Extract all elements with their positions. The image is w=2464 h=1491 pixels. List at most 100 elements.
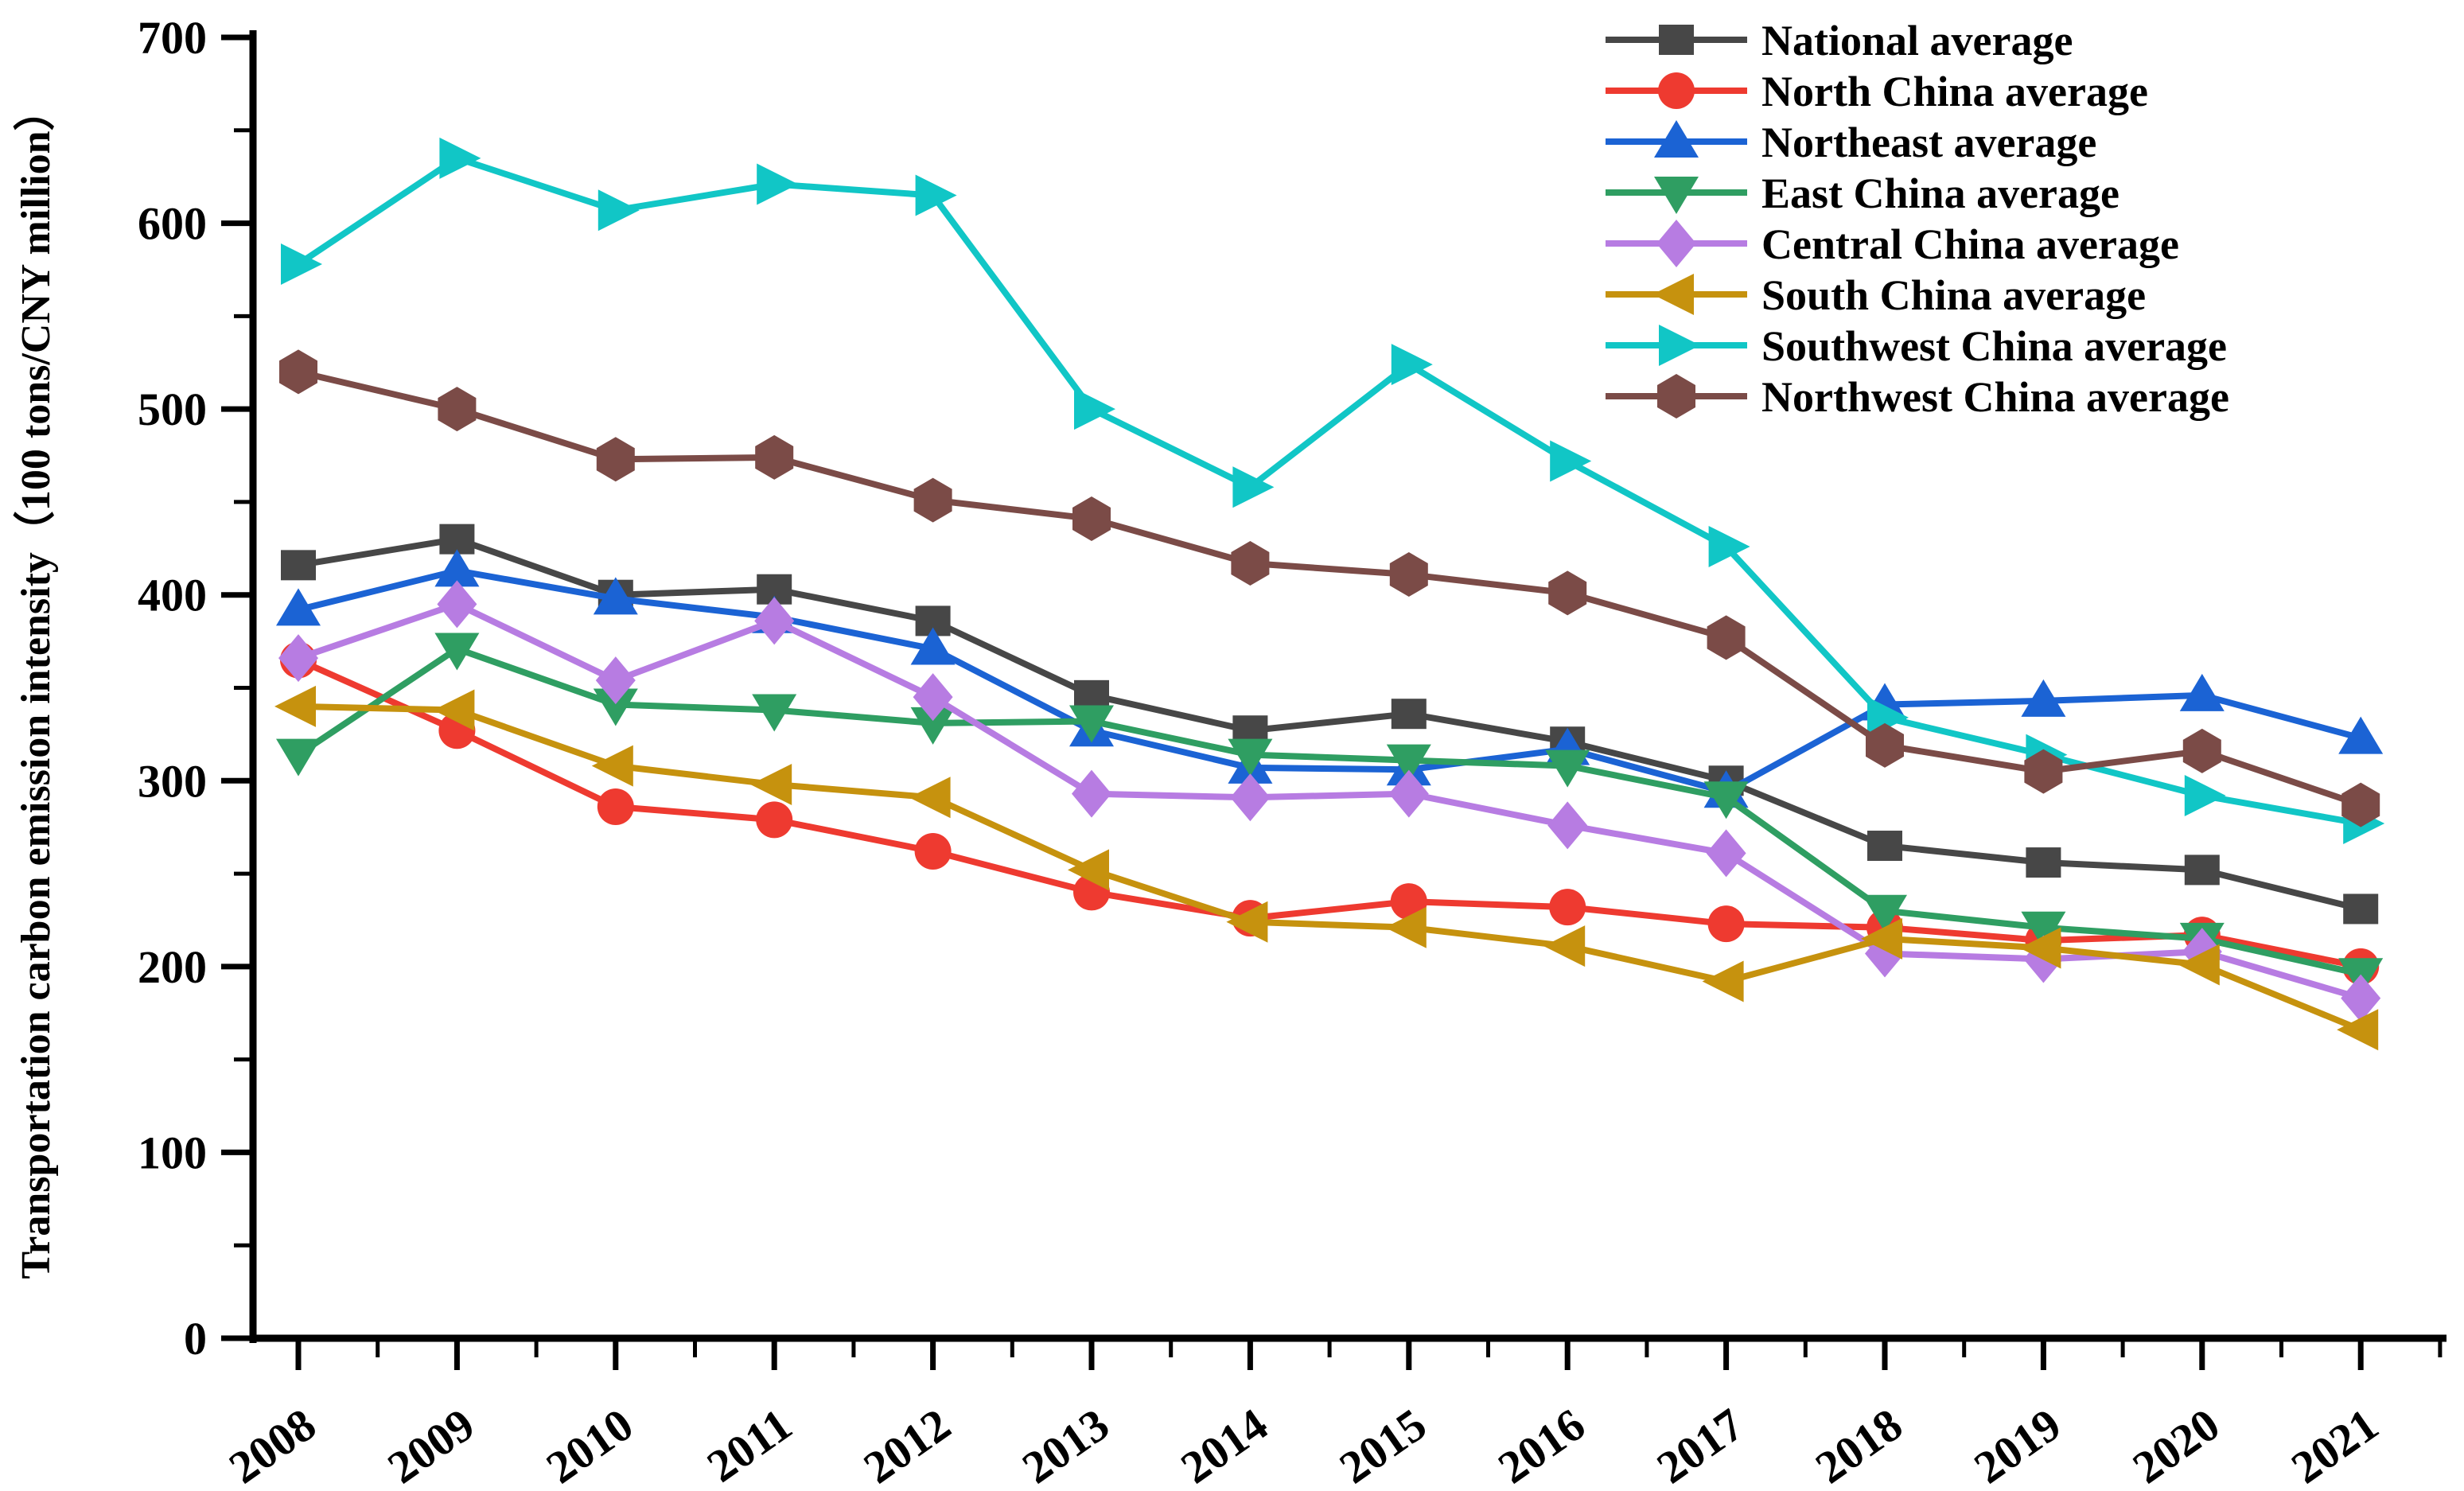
marker-triangle-left [909, 777, 951, 819]
marker-triangle-down [1703, 781, 1749, 819]
marker-square [281, 550, 316, 581]
legend-item-south-china-average: South China average [1606, 271, 2146, 319]
series-line-southwest-china-average [295, 154, 2365, 827]
marker-triangle-down [434, 633, 480, 671]
marker-circle [1390, 883, 1427, 921]
marker-hexagon [913, 477, 952, 523]
marker-diamond [1230, 773, 1271, 822]
marker-diamond [437, 580, 477, 629]
legend-item-central-china-average: Central China average [1606, 220, 2179, 268]
marker-diamond [1547, 801, 1588, 850]
marker-circle [756, 801, 793, 839]
legend-label: Northeast average [1761, 119, 2096, 166]
marker-triangle-left [433, 689, 475, 731]
marker-circle [597, 788, 634, 825]
legend-label: North China average [1761, 68, 2148, 115]
x-tick-label: 2013 [1013, 1398, 1118, 1491]
marker-triangle-down [1863, 894, 1907, 932]
x-tick-label: 2017 [1648, 1398, 1753, 1491]
marker-square [439, 524, 475, 555]
marker-square [2343, 893, 2379, 925]
legend-label: Southwest China average [1761, 322, 2227, 370]
marker-triangle-down [1228, 738, 1273, 777]
y-tick-label: 0 [184, 1313, 207, 1364]
y-tick-label: 300 [138, 755, 207, 807]
marker-triangle-up [2021, 679, 2066, 717]
legend-item-southwest-china-average: Southwest China average [1606, 322, 2227, 370]
x-tick-label: 2015 [1330, 1398, 1435, 1491]
marker-triangle-down [1545, 749, 1590, 788]
series-line-northeast-average [295, 567, 2365, 796]
marker-diamond [278, 634, 318, 683]
x-tick-label: 2021 [2282, 1398, 2387, 1491]
marker-triangle-left [1384, 906, 1427, 948]
series-line-east-china-average [295, 645, 2365, 978]
marker-triangle-left [1702, 960, 1744, 1002]
legend-label: National average [1761, 17, 2073, 64]
marker-hexagon [1548, 570, 1587, 616]
marker-triangle-down [1654, 177, 1699, 214]
marker-triangle-up [593, 577, 638, 615]
marker-triangle-down [276, 738, 321, 777]
marker-hexagon [2182, 728, 2221, 773]
y-tick-label: 600 [138, 198, 207, 250]
marker-hexagon [2024, 749, 2063, 794]
marker-square [1074, 679, 1109, 710]
series-line-south-china-average [295, 703, 2365, 1034]
marker-triangle-left [591, 745, 633, 787]
legend-item-national-average: National average [1606, 17, 2073, 64]
legend-item-east-china-average: East China average [1606, 169, 2120, 217]
marker-triangle-up [2338, 716, 2384, 754]
marker-square [1659, 25, 1694, 55]
marker-square [2184, 855, 2220, 886]
marker-triangle-left [2178, 944, 2220, 986]
marker-triangle-down [910, 707, 956, 745]
legend-label: South China average [1761, 271, 2146, 319]
marker-square [1867, 831, 1902, 862]
marker-diamond [1656, 220, 1696, 267]
marker-triangle-right [1391, 344, 1433, 386]
marker-diamond [1072, 769, 1111, 818]
marker-diamond [595, 656, 636, 705]
marker-hexagon [1866, 722, 1904, 768]
marker-triangle-up [434, 549, 480, 587]
marker-triangle-down [593, 688, 638, 726]
x-tick-label: 2014 [1172, 1398, 1277, 1491]
marker-triangle-left [1861, 917, 1902, 960]
x-tick-label: 2020 [2123, 1398, 2228, 1491]
y-tick-label: 400 [138, 570, 207, 621]
x-tick-label: 2009 [379, 1398, 484, 1491]
marker-diamond [2341, 974, 2381, 1022]
marker-triangle-right [757, 163, 799, 205]
marker-hexagon [279, 349, 317, 395]
marker-circle [1707, 905, 1745, 943]
series-line-central-china-average [295, 601, 2365, 1002]
marker-triangle-left [2019, 927, 2061, 969]
marker-diamond [1706, 829, 1746, 878]
marker-diamond [1388, 769, 1429, 818]
x-tick-label: 2008 [220, 1398, 325, 1491]
marker-triangle-down [2021, 911, 2066, 949]
legend-label: East China average [1761, 169, 2120, 217]
marker-hexagon [438, 387, 477, 432]
marker-hexagon [596, 437, 635, 482]
marker-triangle-left [1652, 274, 1694, 315]
marker-triangle-down [752, 694, 797, 732]
marker-triangle-left [1068, 849, 1109, 891]
legend-label: Northwest China average [1761, 373, 2229, 421]
series-line-northwest-china-average [295, 368, 2365, 808]
marker-hexagon [1072, 496, 1111, 541]
marker-hexagon [1707, 615, 1746, 660]
marker-triangle-right [598, 189, 640, 232]
marker-triangle-up [2179, 673, 2225, 711]
series-line-national-average [295, 535, 2365, 913]
x-tick-label: 2010 [537, 1398, 642, 1491]
marker-triangle-right [1659, 325, 1700, 366]
legend-item-north-china-average: North China average [1606, 68, 2148, 115]
x-tick-label: 2016 [1489, 1398, 1594, 1491]
marker-triangle-right [2184, 774, 2226, 816]
marker-square [2026, 847, 2061, 878]
marker-diamond [913, 673, 953, 722]
marker-triangle-right [439, 137, 481, 179]
